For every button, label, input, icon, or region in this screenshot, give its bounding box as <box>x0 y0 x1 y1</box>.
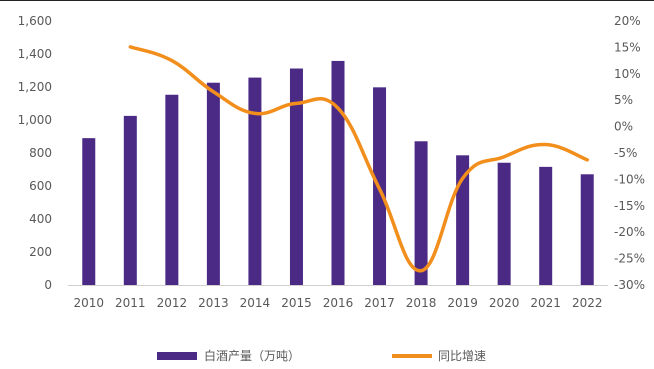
right-axis-tick: -15% <box>614 199 645 213</box>
legend: 白酒产量（万吨） 同比增速 <box>157 348 486 363</box>
x-axis-tick: 2021 <box>530 296 561 310</box>
x-axis-tick: 2016 <box>323 296 354 310</box>
bar-2021 <box>539 167 552 285</box>
x-axis-tick: 2017 <box>364 296 395 310</box>
left-axis-tick: 0 <box>44 278 52 292</box>
bar-2011 <box>124 116 137 285</box>
x-axis-tick: 2020 <box>489 296 520 310</box>
right-axis-tick: 20% <box>614 14 641 28</box>
bar-series <box>82 61 593 285</box>
x-axis-tick: 2014 <box>240 296 271 310</box>
x-axis-tick: 2013 <box>198 296 229 310</box>
legend-bar-swatch <box>157 352 197 360</box>
left-axis-tick: 200 <box>29 245 52 259</box>
bar-2013 <box>207 83 220 285</box>
left-axis-tick: 1,600 <box>18 14 52 28</box>
left-axis-tick: 800 <box>29 146 52 160</box>
right-axis-ticks: -30% -25% -20% -15% -10% -5% 0% 5% 10% 15% 20% <box>614 14 645 292</box>
bar-2014 <box>248 78 261 285</box>
x-axis-tick: 2022 <box>572 296 603 310</box>
right-axis-tick: 0% <box>614 120 633 134</box>
left-axis-tick: 600 <box>29 179 52 193</box>
left-axis-tick: 1,200 <box>18 80 52 94</box>
right-axis-tick: -5% <box>614 146 637 160</box>
right-axis-tick: -25% <box>614 252 645 266</box>
bar-2018 <box>415 141 428 285</box>
x-axis-tick: 2015 <box>281 296 312 310</box>
bar-2012 <box>165 95 178 285</box>
x-axis-tick: 2010 <box>73 296 104 310</box>
right-axis-tick: 10% <box>614 67 641 81</box>
top-rule <box>0 0 654 1</box>
x-axis-tick: 2012 <box>157 296 188 310</box>
right-axis-tick: 5% <box>614 93 633 107</box>
x-axis-ticks: 2010 2011 2012 2013 2014 2015 2016 2017 2018 2019… <box>73 296 602 310</box>
bar-2015 <box>290 69 303 285</box>
legend-line-label: 同比增速 <box>438 349 486 363</box>
left-axis-tick: 1,400 <box>18 47 52 61</box>
line-series <box>130 47 587 271</box>
bar-2022 <box>581 174 594 285</box>
growth-rate-line <box>130 47 587 271</box>
bar-2020 <box>498 163 511 285</box>
right-axis-tick: -10% <box>614 172 645 186</box>
x-axis-tick: 2018 <box>406 296 437 310</box>
right-axis-tick: -20% <box>614 225 645 239</box>
x-axis-tick: 2011 <box>115 296 146 310</box>
bar-2016 <box>332 61 345 285</box>
left-axis-ticks: 0 200 400 600 800 1,000 1,200 1,400 1,600 <box>18 14 52 292</box>
left-axis-tick: 1,000 <box>18 113 52 127</box>
x-axis-tick: 2019 <box>447 296 478 310</box>
left-axis-tick: 400 <box>29 212 52 226</box>
right-axis-tick: -30% <box>614 278 645 292</box>
legend-bar-label: 白酒产量（万吨） <box>204 348 300 363</box>
right-axis-tick: 15% <box>614 40 641 54</box>
bar-2010 <box>82 138 95 285</box>
